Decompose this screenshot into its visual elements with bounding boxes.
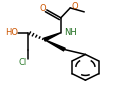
Text: NH: NH <box>64 28 77 37</box>
Text: O: O <box>39 4 46 13</box>
Polygon shape <box>44 33 61 41</box>
Text: Cl: Cl <box>19 58 27 67</box>
Text: HO: HO <box>5 28 18 37</box>
Text: O: O <box>71 2 78 11</box>
Polygon shape <box>44 40 65 51</box>
